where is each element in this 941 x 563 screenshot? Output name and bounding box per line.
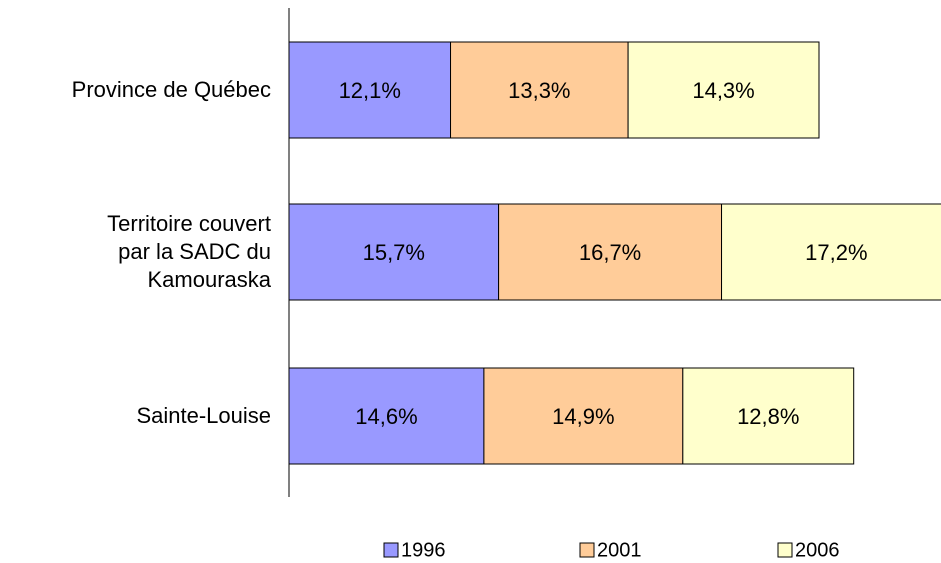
bar-segment bbox=[450, 41, 629, 139]
legend-label: 2006 bbox=[795, 539, 840, 561]
value-label: 12,1% bbox=[339, 78, 401, 103]
category-label: Territoire couvert par la SADC du Kamour… bbox=[107, 211, 271, 292]
bar-segment bbox=[288, 367, 485, 465]
value-label: 17,2% bbox=[805, 240, 867, 265]
value-label: 14,3% bbox=[692, 78, 754, 103]
legend-label: 1996 bbox=[401, 539, 446, 561]
legend-swatch bbox=[383, 542, 399, 558]
value-label: 14,6% bbox=[355, 404, 417, 429]
legend-label: 2001 bbox=[597, 539, 642, 561]
bar-segment bbox=[483, 367, 684, 465]
category-label: Sainte-Louise bbox=[136, 403, 271, 428]
value-label: 16,7% bbox=[579, 240, 641, 265]
legend-swatch bbox=[579, 542, 595, 558]
bar-segment bbox=[682, 367, 855, 465]
bar-segment bbox=[288, 203, 500, 301]
value-label: 14,9% bbox=[552, 404, 614, 429]
bar-segment bbox=[288, 41, 452, 139]
category-label: Province de Québec bbox=[71, 77, 271, 102]
value-label: 13,3% bbox=[508, 78, 570, 103]
value-label: 12,8% bbox=[737, 404, 799, 429]
bar-segment bbox=[627, 41, 820, 139]
legend-swatch bbox=[777, 542, 793, 558]
bar-segment bbox=[721, 203, 941, 301]
value-label: 15,7% bbox=[363, 240, 425, 265]
bar-segment bbox=[498, 203, 723, 301]
